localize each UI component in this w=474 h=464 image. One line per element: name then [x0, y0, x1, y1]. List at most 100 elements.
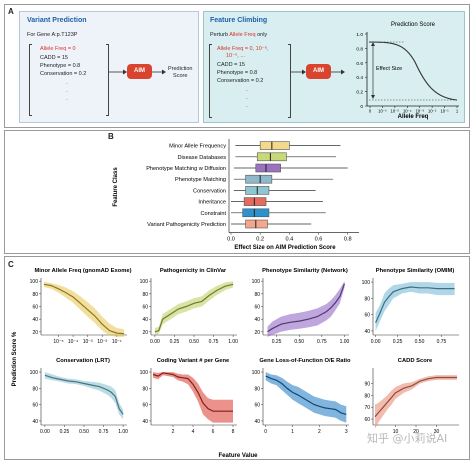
small-multiple-xtick-label: 0 — [264, 429, 267, 435]
small-multiple-chart: Conservation (LRT) 40 60 80 100 0.00 0.25 0.50 0… — [30, 358, 129, 435]
small-multiple-xtick-label: 0.75 — [209, 339, 219, 345]
feature-climbing-title: Feature Climbing — [210, 17, 268, 24]
small-multiple-ytick-label: 20 — [142, 330, 148, 336]
mini-effect-arrow-bottom — [371, 95, 375, 99]
small-multiple-band — [267, 281, 345, 337]
small-multiple-xtick-label: 1.00 — [118, 429, 128, 435]
small-multiple-ytick-label: 40 — [254, 419, 260, 425]
small-multiple-ytick-label: 40 — [32, 419, 38, 425]
small-multiple-title: Phenotype Similarity (OMIM) — [376, 268, 455, 274]
left-feature-4: · — [66, 81, 68, 87]
small-multiple-mean-line — [43, 283, 125, 335]
small-multiple-band — [265, 372, 347, 423]
small-multiple-xtick-label: 30 — [434, 429, 440, 435]
left-arrow-in — [109, 69, 166, 75]
small-multiple-ytick-label: 40 — [142, 419, 148, 425]
boxplot-box — [243, 197, 267, 206]
small-multiple-mean-line — [152, 372, 233, 412]
small-multiple-ytick-label: 60 — [32, 305, 38, 311]
panel-c-label: C — [8, 260, 14, 269]
small-multiple-band — [43, 281, 125, 337]
right-aim-box: AIM — [306, 64, 331, 79]
small-multiple-xtick-label: 0.75 — [437, 339, 447, 345]
small-multiple-xtick-label: 4 — [192, 429, 195, 435]
right-feature-bracket-right — [288, 44, 291, 118]
mini-yticks: 1.0 0.8 0.6 0.4 0.2 0 — [356, 32, 367, 110]
small-multiple-xtick-label: 10⁻⁵ — [53, 339, 63, 345]
mini-ytick-label: 0.8 — [356, 46, 363, 52]
mini-ytick-label: 0.6 — [356, 61, 363, 67]
small-multiple-ytick-label: 60 — [142, 403, 148, 409]
panel-b-label: B — [108, 132, 114, 141]
small-multiple-band — [153, 372, 233, 423]
small-multiple-chart: Coding Variant # per Gene 40 60 80 100 2 4 6 8 — [140, 358, 237, 435]
small-multiple-ytick-label: 80 — [142, 386, 148, 392]
boxplot-xtick-label: 0.6 — [315, 237, 323, 243]
small-multiple-ytick-label: 60 — [142, 305, 148, 311]
small-multiple-chart: CADD Score 60 70 80 90 10 20 30 — [364, 358, 459, 435]
small-multiple-xtick-label: 10 — [393, 429, 399, 435]
boxplot-box — [256, 152, 287, 162]
left-feature-3: Conservation = 0.2 — [40, 71, 87, 77]
panel-b: B Feature Class Effect Size on AIM Predi… — [4, 130, 470, 254]
left-prediction-score: Prediction Score — [168, 66, 193, 79]
small-multiple-ytick-label: 100 — [30, 279, 39, 285]
small-multiple-ytick-label: 40 — [142, 317, 148, 323]
mini-xtick-label: 1 — [456, 109, 459, 114]
small-multiple-ytick-label: 70 — [364, 405, 370, 411]
small-multiple-ytick-label: 20 — [32, 330, 38, 336]
left-feature-0: Allele Freq = 0 — [40, 46, 76, 52]
small-multiple-xtick-label: 0.25 — [272, 339, 282, 345]
feature-climbing-mini-chart: Prediction Score 1.0 0.8 0.6 0.4 0.2 0 0 10⁻⁶ 1… — [356, 22, 459, 120]
mini-xtick-label: 0 — [369, 109, 372, 114]
small-multiple-chart: Gene Loss-of-Function O/E Ratio 40 60 80 100… — [252, 358, 351, 435]
small-multiple-chart: Phenotype Similarity (OMIM) 40 60 80 100 0.00… — [362, 268, 459, 345]
small-multiple-ytick-label: 20 — [254, 330, 260, 336]
small-multiple-xtick-label: 8 — [232, 429, 235, 435]
perturb-pre: Perturb — [210, 32, 230, 38]
boxplot-xtick-label: 0.0 — [227, 237, 235, 243]
small-multiple-ytick-label: 60 — [254, 305, 260, 311]
small-multiple-ytick-label: 40 — [254, 317, 260, 323]
mini-xtick-label: 10⁻⁴ — [403, 109, 412, 114]
small-multiple-xtick-label: 0.75 — [99, 429, 109, 435]
boxplot-category-label: Minor Allele Frequency — [169, 144, 226, 150]
small-multiple-ytick-label: 80 — [32, 386, 38, 392]
small-multiple-xtick-label: 1.00 — [340, 339, 350, 345]
small-multiple-title: Pathogenicity in ClinVar — [160, 268, 227, 274]
small-multiple-ytick-label: 90 — [364, 381, 370, 387]
mini-chart-title: Prediction Score — [391, 22, 436, 28]
mini-ytick-label: 0 — [360, 104, 363, 110]
small-multiple-xtick-label: 0.25 — [170, 339, 180, 345]
small-multiple-xtick-label: 0.50 — [415, 339, 425, 345]
feature-value-small-multiples: Prediction Score % Feature Value Minor A… — [12, 268, 459, 459]
left-feature-5: · — [66, 89, 68, 95]
boxplot-xtick-label: 0.2 — [256, 237, 264, 243]
small-multiple-ytick-label: 80 — [32, 292, 38, 298]
right-feature-2: CADD = 15 — [217, 62, 245, 68]
small-multiple-xtick-label: 10⁻¹ — [112, 339, 122, 345]
small-multiple-ytick-label: 80 — [254, 386, 260, 392]
small-multiple-xtick-label: 10⁻² — [97, 339, 107, 345]
small-multiple-ytick-label: 100 — [252, 279, 261, 285]
feature-climbing-box: Feature Climbing Perturb Allele Freq onl… — [203, 11, 465, 123]
small-multiple-xtick-label: 3 — [345, 429, 348, 435]
small-multiple-ytick-label: 80 — [364, 393, 370, 399]
boxplot-category-label: Constraint — [201, 211, 227, 217]
small-multiple-xtick-label: 2 — [172, 429, 175, 435]
boxplot-category-label: Disease Databases — [177, 155, 226, 161]
small-multiple-ytick-label: 60 — [364, 417, 370, 423]
small-multiple-xtick-label: 0.00 — [150, 339, 160, 345]
boxplot-box — [242, 208, 270, 218]
boxplot-category-label: Phenotype Matching — [175, 177, 226, 183]
small-multiple-title: Minor Allele Freq (gnomAD Exome) — [34, 268, 131, 274]
small-multiple-band — [375, 282, 455, 331]
small-multiple-chart: Pathogenicity in ClinVar 20 40 60 80 100 0.00 0… — [140, 268, 239, 345]
left-feature-6: · — [66, 97, 68, 103]
small-multiple-mean-line — [375, 286, 455, 324]
panel-a: A Variant Prediction For Gene A:p.T123P … — [4, 4, 470, 128]
small-multiple-xtick-label: 10⁻⁴ — [68, 339, 78, 345]
small-multiple-ytick-label: 100 — [30, 370, 39, 376]
small-multiple-ytick-label: 100 — [140, 279, 149, 285]
mini-curve — [368, 41, 458, 101]
